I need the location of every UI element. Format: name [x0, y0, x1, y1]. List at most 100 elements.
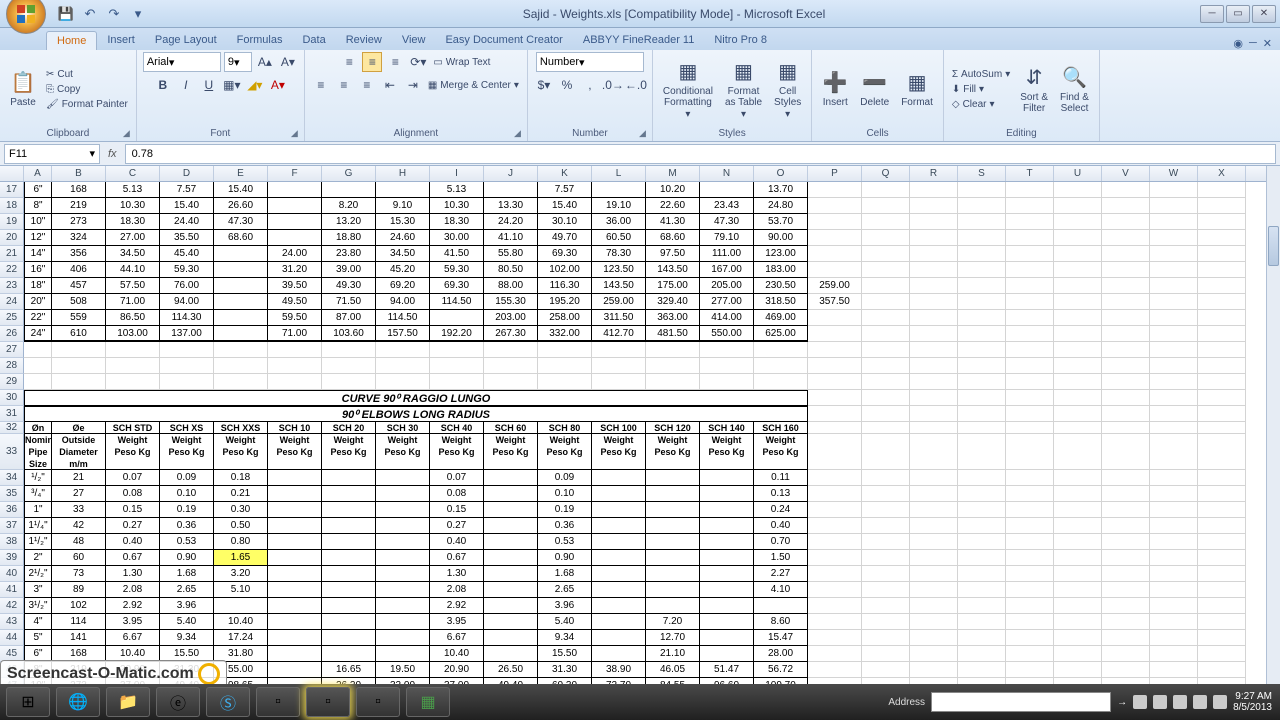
cell[interactable] [958, 598, 1006, 614]
cell[interactable] [808, 502, 862, 518]
cell[interactable]: 60.50 [592, 230, 646, 246]
cell[interactable]: 114.30 [160, 310, 214, 326]
cell[interactable] [958, 470, 1006, 486]
cell[interactable] [1102, 230, 1150, 246]
inc-decimal-icon[interactable]: .0→ [603, 75, 623, 95]
cell[interactable]: 168 [52, 182, 106, 198]
align-right-icon[interactable]: ≡ [357, 75, 377, 95]
cell[interactable]: 9.34 [160, 630, 214, 646]
shrink-font-icon[interactable]: A▾ [278, 52, 298, 72]
cell[interactable]: 88.00 [484, 278, 538, 294]
cell[interactable] [1102, 342, 1150, 358]
cell[interactable]: 1¹/₂" [24, 534, 52, 550]
cell[interactable] [538, 342, 592, 358]
align-middle-icon[interactable]: ≡ [362, 52, 382, 72]
fill-color-button[interactable]: ◢▾ [245, 75, 265, 95]
address-input[interactable] [931, 692, 1111, 712]
column-header[interactable]: C [106, 166, 160, 181]
cell[interactable]: 3.95 [430, 614, 484, 630]
align-center-icon[interactable]: ≡ [334, 75, 354, 95]
cell[interactable] [1198, 422, 1246, 434]
grow-font-icon[interactable]: A▴ [255, 52, 275, 72]
align-top-icon[interactable]: ≡ [339, 52, 359, 72]
cell[interactable]: 23.80 [322, 246, 376, 262]
cell[interactable] [376, 614, 430, 630]
cell[interactable] [862, 182, 910, 198]
ribbon-tab-insert[interactable]: Insert [97, 31, 145, 50]
cell[interactable] [1006, 662, 1054, 678]
cell[interactable]: 2.65 [538, 582, 592, 598]
cell[interactable] [1150, 422, 1198, 434]
cell[interactable] [700, 566, 754, 582]
cell[interactable]: 0.40 [754, 518, 808, 534]
cell[interactable] [1150, 246, 1198, 262]
cell[interactable] [376, 182, 430, 198]
cell[interactable]: 0.27 [430, 518, 484, 534]
cell[interactable] [862, 278, 910, 294]
cell[interactable]: 0.08 [430, 486, 484, 502]
cell[interactable]: 0.67 [430, 550, 484, 566]
cell[interactable]: 123.50 [592, 262, 646, 278]
cell[interactable]: 26.50 [484, 662, 538, 678]
cell[interactable] [700, 374, 754, 390]
cell[interactable] [1198, 310, 1246, 326]
cell[interactable] [1198, 406, 1246, 422]
cell[interactable] [1054, 598, 1102, 614]
indent-inc-icon[interactable]: ⇥ [403, 75, 423, 95]
cell[interactable]: 15.50 [538, 646, 592, 662]
cell[interactable] [484, 502, 538, 518]
cell[interactable] [646, 534, 700, 550]
cell[interactable] [1150, 518, 1198, 534]
cell[interactable] [376, 518, 430, 534]
cell[interactable] [484, 374, 538, 390]
cell[interactable] [958, 246, 1006, 262]
cell[interactable] [1198, 662, 1246, 678]
cell[interactable] [1150, 434, 1198, 470]
cell[interactable] [1198, 550, 1246, 566]
cell[interactable]: 10.20 [646, 182, 700, 198]
cell[interactable]: 68.60 [214, 230, 268, 246]
cell[interactable] [862, 422, 910, 434]
cell[interactable]: 267.30 [484, 326, 538, 342]
cell[interactable] [268, 630, 322, 646]
cell[interactable] [910, 342, 958, 358]
format-as-table-button[interactable]: ▦Format as Table▾ [721, 56, 766, 123]
align-bottom-icon[interactable]: ≡ [385, 52, 405, 72]
cell[interactable] [862, 470, 910, 486]
cell[interactable] [268, 374, 322, 390]
cell[interactable] [862, 630, 910, 646]
cell[interactable] [1102, 278, 1150, 294]
cell[interactable]: 0.21 [214, 486, 268, 502]
row-header[interactable]: 36 [0, 502, 24, 518]
cell[interactable]: 15.40 [214, 182, 268, 198]
cell[interactable]: 0.53 [538, 534, 592, 550]
cell[interactable] [700, 534, 754, 550]
cell[interactable]: 0.15 [106, 502, 160, 518]
column-header[interactable]: N [700, 166, 754, 181]
cell[interactable] [1150, 342, 1198, 358]
cell[interactable] [958, 374, 1006, 390]
cell[interactable] [808, 342, 862, 358]
cell[interactable]: 10.40 [214, 614, 268, 630]
cell[interactable]: 0.70 [754, 534, 808, 550]
cell[interactable] [808, 406, 862, 422]
cell[interactable]: 0.80 [214, 534, 268, 550]
cell[interactable]: 22.60 [646, 198, 700, 214]
cell[interactable] [808, 582, 862, 598]
cell[interactable] [1006, 198, 1054, 214]
cell[interactable]: 5.10 [214, 582, 268, 598]
cell[interactable] [376, 342, 430, 358]
cell[interactable] [430, 374, 484, 390]
cell[interactable] [910, 182, 958, 198]
cell[interactable] [862, 614, 910, 630]
ribbon-tab-abbyy-finereader-11[interactable]: ABBYY FineReader 11 [573, 31, 705, 50]
cell[interactable]: 550.00 [700, 326, 754, 342]
cell[interactable] [958, 182, 1006, 198]
cell[interactable] [910, 262, 958, 278]
cell[interactable] [106, 374, 160, 390]
cell[interactable] [958, 214, 1006, 230]
cell[interactable] [1102, 582, 1150, 598]
cell[interactable] [1198, 358, 1246, 374]
underline-button[interactable]: U [199, 75, 219, 95]
cell[interactable] [1054, 374, 1102, 390]
